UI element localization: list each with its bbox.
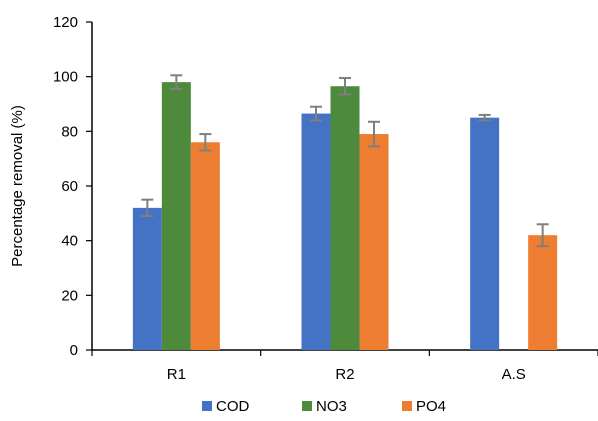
- legend-item-no3: NO3: [302, 398, 347, 415]
- y-tick-label: 20: [61, 287, 78, 304]
- y-tick-label: 0: [70, 342, 78, 359]
- y-tick-label: 40: [61, 233, 78, 250]
- legend-label: PO4: [416, 398, 446, 415]
- x-tick-label: R1: [167, 366, 186, 383]
- legend-swatch: [302, 401, 312, 411]
- error-bar-po4-r2: [368, 120, 380, 148]
- error-bar-no3-r2: [339, 77, 351, 96]
- legend-swatch: [402, 401, 412, 411]
- legend-label: NO3: [316, 398, 347, 415]
- x-tick-label: R2: [335, 366, 354, 383]
- legend-label: COD: [216, 398, 250, 415]
- bar-po4-r2: [359, 134, 389, 350]
- bar-cod-as: [470, 117, 500, 351]
- bars: [132, 82, 558, 351]
- error-bar-cod-as: [478, 113, 491, 122]
- legend-item-cod: COD: [202, 398, 250, 415]
- bar-po4-as: [528, 235, 558, 350]
- y-tick-label: 100: [53, 69, 78, 86]
- error-bar-no3-r1: [170, 74, 183, 90]
- bar-no3-r2: [330, 86, 360, 350]
- y-tick-label: 60: [61, 178, 78, 195]
- y-tick-label: 80: [61, 123, 78, 140]
- bar-cod-r2: [301, 113, 331, 350]
- y-tick-label: 120: [53, 14, 78, 31]
- bar-po4-r1: [190, 142, 220, 350]
- x-tick-label: A.S: [502, 366, 526, 383]
- error-bar-cod-r2: [310, 105, 322, 122]
- legend-item-po4: PO4: [402, 398, 446, 415]
- error-bar-po4-as: [536, 223, 549, 248]
- tick-labels: 0 20 40 60 80 100 120 R1 R2 A.S: [53, 14, 526, 383]
- bar-cod-r1: [132, 207, 162, 350]
- error-bar-po4-r1: [199, 133, 212, 152]
- legend-swatch: [202, 401, 212, 411]
- legend: COD NO3 PO4: [202, 398, 446, 415]
- error-bar-cod-r1: [141, 198, 154, 218]
- error-bars: [141, 74, 549, 248]
- bar-no3-r1: [161, 82, 191, 350]
- y-axis-title: Percentage removal (%): [9, 105, 26, 267]
